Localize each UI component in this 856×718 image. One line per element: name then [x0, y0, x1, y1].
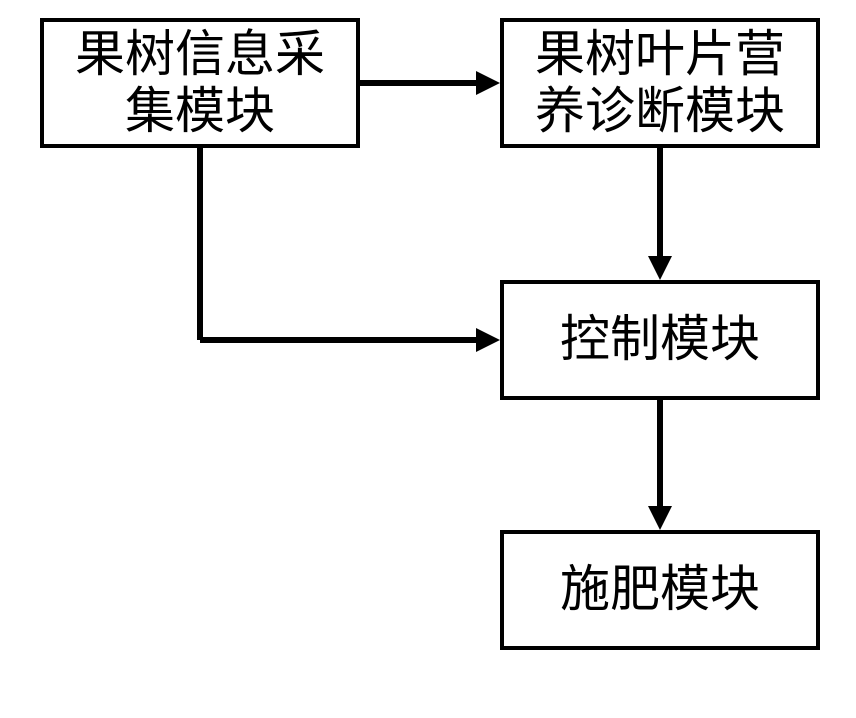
flowchart: 果树信息采 集模块 果树叶片营 养诊断模块控制模块施肥模块 — [0, 0, 856, 718]
edge-info-control — [200, 148, 500, 352]
arrow-head — [648, 506, 672, 530]
arrow-head — [476, 328, 500, 352]
node-info: 果树信息采 集模块 — [40, 18, 360, 148]
arrow-head — [648, 256, 672, 280]
edge-info-diag — [360, 71, 500, 95]
node-diag: 果树叶片营 养诊断模块 — [500, 18, 820, 148]
edge-control-fert — [648, 400, 672, 530]
arrow-head — [476, 71, 500, 95]
node-control: 控制模块 — [500, 280, 820, 400]
node-label: 果树信息采 集模块 — [75, 26, 325, 141]
node-fert: 施肥模块 — [500, 530, 820, 650]
node-label: 控制模块 — [560, 311, 760, 369]
node-label: 果树叶片营 养诊断模块 — [535, 26, 785, 141]
node-label: 施肥模块 — [560, 561, 760, 619]
edge-diag-control — [648, 148, 672, 280]
